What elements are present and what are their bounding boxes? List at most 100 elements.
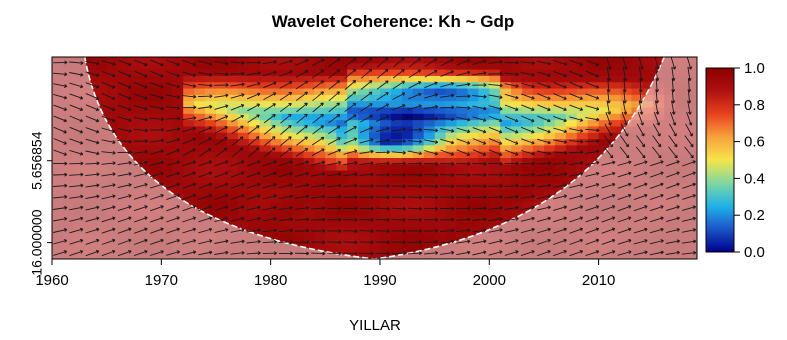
heatmap-cell <box>293 89 304 96</box>
heatmap-cell <box>500 152 511 159</box>
x-tick-label: 1980 <box>254 272 287 289</box>
heatmap-cell <box>271 152 282 159</box>
heatmap-cell <box>446 171 457 178</box>
heatmap-cell <box>336 158 347 165</box>
heatmap-cell <box>599 120 610 127</box>
heatmap-cell <box>293 221 304 228</box>
heatmap-cell <box>456 177 467 184</box>
heatmap-cell <box>566 63 577 70</box>
heatmap-cell <box>544 101 555 108</box>
heatmap-cell <box>402 63 413 70</box>
heatmap-cell <box>380 183 391 190</box>
heatmap-cell <box>522 89 533 96</box>
heatmap-cell <box>282 164 293 171</box>
heatmap-cell <box>424 57 435 64</box>
colorbar-gradient <box>706 68 734 252</box>
y-axis: 5.65685416.000000 <box>29 131 52 275</box>
heatmap-cell <box>369 183 380 190</box>
heatmap-cell <box>402 190 413 197</box>
heatmap-cell <box>402 183 413 190</box>
heatmap-cell <box>522 120 533 127</box>
heatmap-cell <box>456 133 467 140</box>
heatmap-cell <box>216 76 227 83</box>
heatmap-cell <box>478 221 489 228</box>
heatmap-cell <box>489 120 500 127</box>
heatmap-cell <box>391 215 402 222</box>
heatmap-cell <box>446 234 457 241</box>
colorbar-tick-label: 0.8 <box>744 97 765 114</box>
heatmap-cell <box>282 234 293 241</box>
heatmap-cell <box>358 133 369 140</box>
heatmap-cell <box>227 95 238 102</box>
heatmap-cell <box>391 82 402 89</box>
heatmap-cell <box>467 190 478 197</box>
heatmap-cell <box>271 221 282 228</box>
heatmap-cell <box>347 95 358 102</box>
heatmap-cell <box>610 126 621 133</box>
heatmap-cell <box>413 63 424 70</box>
heatmap-cell <box>610 82 621 89</box>
heatmap-cell <box>303 57 314 64</box>
heatmap-cell <box>303 190 314 197</box>
heatmap-cell <box>303 108 314 115</box>
x-tick-label: 2010 <box>582 272 615 289</box>
heatmap-cell <box>347 101 358 108</box>
heatmap-cell <box>336 234 347 241</box>
heatmap-cell <box>336 152 347 159</box>
heatmap-cell <box>293 114 304 121</box>
heatmap-cell <box>391 240 402 247</box>
heatmap-cell <box>391 183 402 190</box>
heatmap-cell <box>205 177 216 184</box>
heatmap-cell <box>413 240 424 247</box>
heatmap-cell <box>238 177 249 184</box>
heatmap-cell <box>303 209 314 216</box>
heatmap-cell <box>456 152 467 159</box>
heatmap-cell <box>260 190 271 197</box>
heatmap-cell <box>282 209 293 216</box>
heatmap-cell <box>238 76 249 83</box>
heatmap-cell <box>183 101 194 108</box>
heatmap-cell <box>139 89 150 96</box>
heatmap-cell <box>172 89 183 96</box>
heatmap-cell <box>336 221 347 228</box>
heatmap-cell <box>380 221 391 228</box>
heatmap-cell <box>271 108 282 115</box>
heatmap-cell <box>413 133 424 140</box>
heatmap-cell <box>435 177 446 184</box>
heatmap-cell <box>489 63 500 70</box>
heatmap-cell <box>446 209 457 216</box>
heatmap-cell <box>446 63 457 70</box>
heatmap-cell <box>238 152 249 159</box>
heatmap-cell <box>566 108 577 115</box>
heatmap-cell <box>478 133 489 140</box>
heatmap-cell <box>456 183 467 190</box>
colorbar-tick-label: 0.6 <box>744 134 765 151</box>
heatmap-cell <box>303 164 314 171</box>
heatmap-cell <box>566 76 577 83</box>
heatmap-cell <box>456 89 467 96</box>
heatmap-cell <box>544 145 555 152</box>
heatmap-cell <box>227 70 238 77</box>
heatmap-cell <box>435 108 446 115</box>
heatmap-cell <box>260 101 271 108</box>
heatmap-cell <box>522 190 533 197</box>
heatmap-cell <box>489 177 500 184</box>
heatmap-cell <box>391 57 402 64</box>
heatmap-cell <box>391 89 402 96</box>
heatmap-cell <box>577 145 588 152</box>
heatmap-cell <box>293 164 304 171</box>
heatmap-cell <box>402 234 413 241</box>
heatmap-cell <box>500 145 511 152</box>
heatmap-cell <box>336 133 347 140</box>
heatmap-cell <box>194 145 205 152</box>
heatmap-cell <box>303 215 314 222</box>
heatmap-cell <box>325 202 336 209</box>
heatmap-cell <box>150 76 161 83</box>
heatmap-cell <box>544 133 555 140</box>
heatmap-cell <box>249 63 260 70</box>
heatmap-cell <box>522 164 533 171</box>
heatmap-cell <box>620 82 631 89</box>
heatmap-cell <box>566 164 577 171</box>
